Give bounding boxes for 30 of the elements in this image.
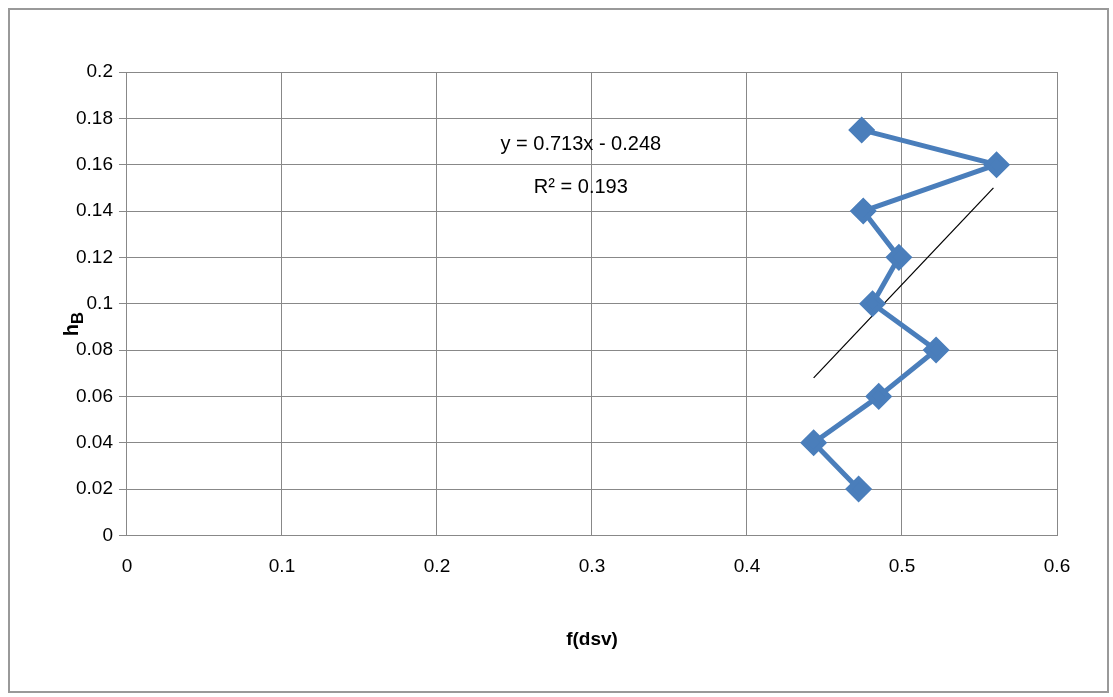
point <box>923 337 949 363</box>
x-tick-label: 0 <box>121 555 133 577</box>
y-tick-label: 0.08 <box>76 338 113 360</box>
point <box>801 430 827 456</box>
y-tick-label: 0 <box>102 523 113 545</box>
x-tick-label: 0.3 <box>578 555 606 577</box>
point <box>866 383 892 409</box>
y-tick-label: 0.04 <box>76 430 114 452</box>
x-tick-label: 0.2 <box>423 555 451 577</box>
x-tick-label: 0.5 <box>888 555 916 577</box>
y-tick-label: 0.14 <box>76 199 114 221</box>
annotation: R² = 0.193 <box>533 174 628 197</box>
point <box>850 198 876 224</box>
y-tick-label: 0.12 <box>76 245 113 267</box>
y-tick-label: 0.2 <box>86 60 113 82</box>
point <box>886 244 912 270</box>
point <box>860 291 886 317</box>
point <box>846 476 872 502</box>
x-tick-label: 0.1 <box>268 555 296 577</box>
y-tick-label: 0.16 <box>76 152 113 174</box>
y-tick-label: 0.06 <box>76 384 113 406</box>
point <box>849 117 875 143</box>
x-tick-label: 0.4 <box>733 555 761 577</box>
y-tick-label: 0.02 <box>76 477 113 499</box>
point <box>984 152 1010 178</box>
y-tick-label: 0.18 <box>76 106 113 128</box>
y-tick-label: 0.1 <box>86 291 113 313</box>
annotation: y = 0.713x - 0.248 <box>500 131 662 154</box>
x-tick-label: 0.6 <box>1043 555 1071 577</box>
x-axis-title: f(dsv) <box>566 627 618 649</box>
